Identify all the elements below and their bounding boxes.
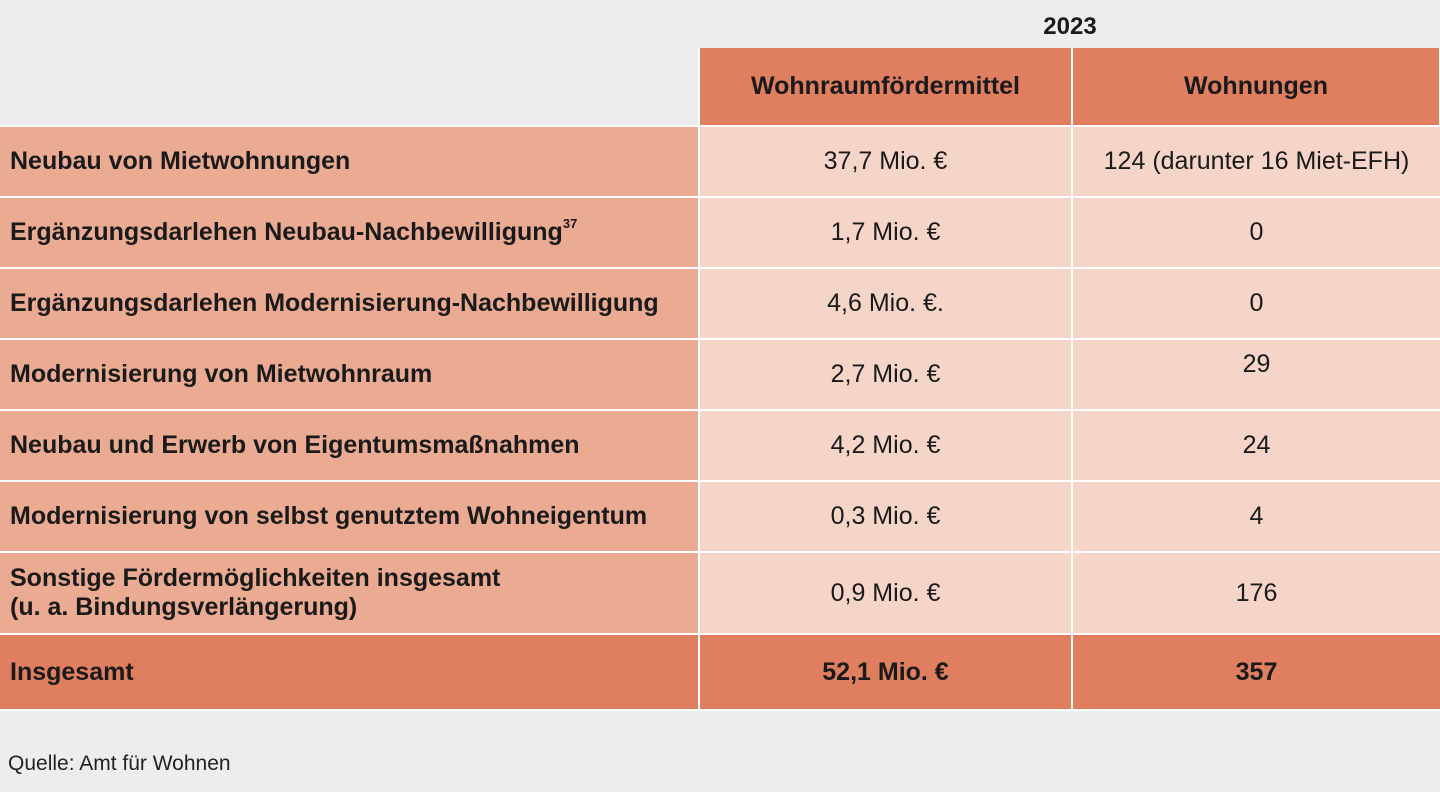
table-row: Ergänzungsdarlehen Modernisierung-Nachbe… — [0, 267, 1440, 340]
row-funds: 0,3 Mio. € — [698, 480, 1073, 553]
row-label-line1: Sonstige Fördermöglichkeiten insgesamt — [10, 564, 501, 592]
source-note: Quelle: Amt für Wohnen — [8, 752, 231, 775]
row-funds: 1,7 Mio. € — [698, 196, 1073, 269]
table-row: Modernisierung von Mietwohnraum 2,7 Mio.… — [0, 338, 1440, 411]
row-units: 124 (darunter 16 Miet-EFH) — [1071, 125, 1440, 198]
row-units-text: 29 — [1242, 350, 1271, 378]
table-row: Ergänzungsdarlehen Neubau-Nachbewilligun… — [0, 196, 1440, 269]
row-label: Ergänzungsdarlehen Modernisierung-Nachbe… — [0, 267, 700, 340]
table-row: Neubau von Mietwohnungen 37,7 Mio. € 124… — [0, 125, 1440, 198]
total-funds: 52,1 Mio. € — [698, 633, 1073, 711]
row-units: 29 — [1071, 338, 1440, 411]
table-row: Sonstige Fördermöglichkeiten insgesamt (… — [0, 551, 1440, 635]
row-funds: 4,6 Mio. €. — [698, 267, 1073, 340]
funding-table: Wohnraumfördermittel Wohnungen Neubau vo… — [0, 48, 1440, 711]
row-label: Modernisierung von selbst genutztem Wohn… — [0, 480, 700, 553]
row-units: 176 — [1071, 551, 1440, 635]
row-funds: 4,2 Mio. € — [698, 409, 1073, 482]
row-label: Ergänzungsdarlehen Neubau-Nachbewilligun… — [0, 196, 700, 269]
header-funds: Wohnraumfördermittel — [698, 48, 1073, 127]
table-row: Modernisierung von selbst genutztem Wohn… — [0, 480, 1440, 553]
total-row: Insgesamt 52,1 Mio. € 357 — [0, 633, 1440, 711]
header-units: Wohnungen — [1071, 48, 1440, 127]
table-header-row: Wohnraumfördermittel Wohnungen — [0, 48, 1440, 127]
row-funds: 37,7 Mio. € — [698, 125, 1073, 198]
row-label: Sonstige Fördermöglichkeiten insgesamt (… — [0, 551, 700, 635]
row-label: Neubau und Erwerb von Eigentumsmaßnahmen — [0, 409, 700, 482]
total-units: 357 — [1071, 633, 1440, 711]
row-funds: 0,9 Mio. € — [698, 551, 1073, 635]
row-funds: 2,7 Mio. € — [698, 338, 1073, 411]
row-label-text: Ergänzungsdarlehen Neubau-Nachbewilligun… — [10, 218, 563, 246]
row-label: Modernisierung von Mietwohnraum — [0, 338, 700, 411]
row-label-line2: (u. a. Bindungsverlängerung) — [10, 593, 358, 621]
row-units: 24 — [1071, 409, 1440, 482]
row-units: 0 — [1071, 196, 1440, 269]
total-label: Insgesamt — [0, 633, 700, 711]
year-heading: 2023 — [1043, 13, 1097, 40]
footnote-marker: 37 — [562, 216, 578, 231]
row-units: 0 — [1071, 267, 1440, 340]
row-units: 4 — [1071, 480, 1440, 553]
row-label: Neubau von Mietwohnungen — [0, 125, 700, 198]
table-row: Neubau und Erwerb von Eigentumsmaßnahmen… — [0, 409, 1440, 482]
header-blank-cell — [0, 48, 699, 127]
